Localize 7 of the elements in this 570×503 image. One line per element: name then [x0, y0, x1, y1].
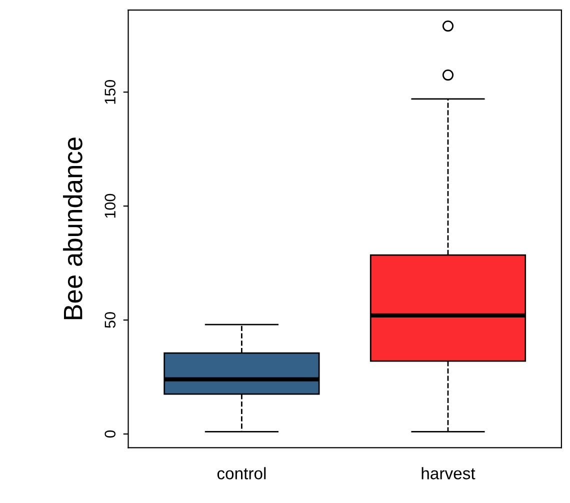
y-tick-label: 50 — [104, 312, 116, 328]
y-tick-label: 150 — [104, 80, 116, 104]
y-tick-label: 0 — [104, 430, 116, 438]
y-axis-title: Bee abundance — [63, 138, 82, 320]
x-tick-label: control — [217, 467, 266, 480]
x-tick-label: harvest — [422, 467, 476, 480]
y-tick-label: 100 — [104, 194, 116, 218]
